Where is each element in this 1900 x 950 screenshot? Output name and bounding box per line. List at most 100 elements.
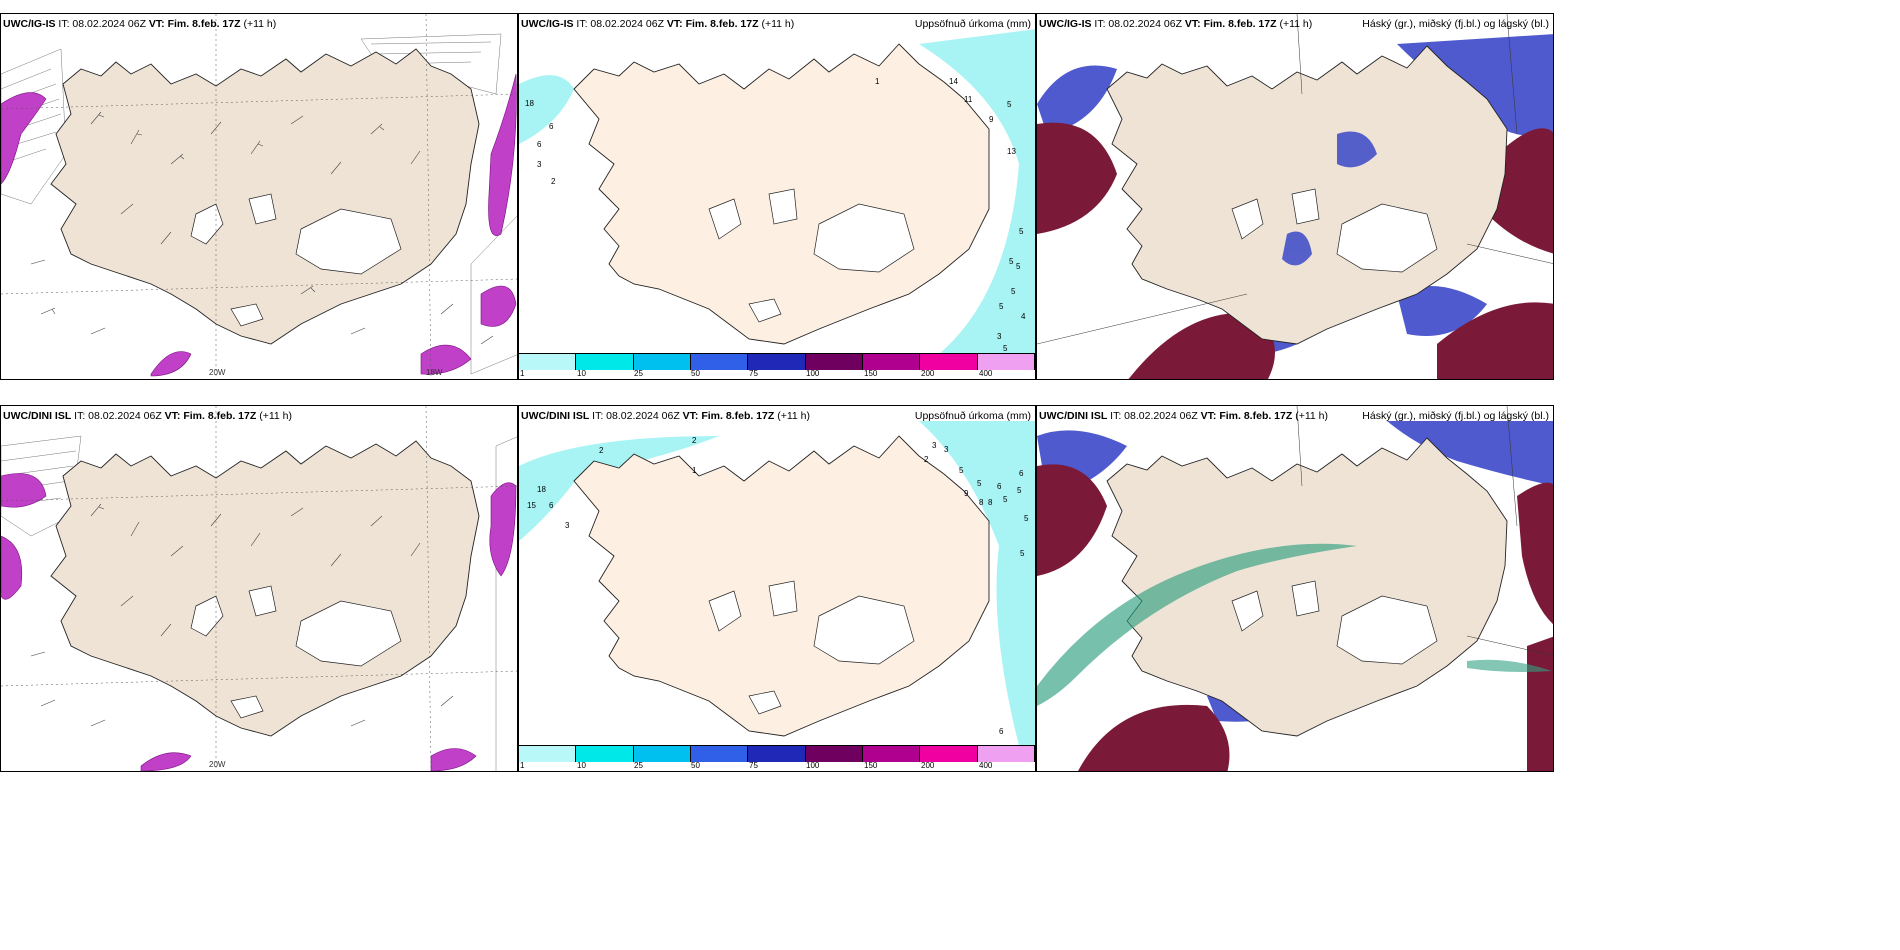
precip-value: 8	[988, 498, 993, 507]
precip-value: 5	[1020, 549, 1025, 558]
colorbar-swatch	[576, 354, 634, 370]
colorbar-tick: 10	[577, 761, 586, 770]
colorbar-tick: 75	[749, 761, 758, 770]
glaciers	[708, 580, 915, 715]
colorbar-swatch	[633, 354, 691, 370]
precip-value: 3	[997, 332, 1002, 341]
precip-value: 8	[979, 498, 984, 507]
precip-value: 11	[964, 95, 973, 104]
colorbar-swatch	[862, 746, 921, 762]
colorbar-tick: 100	[806, 761, 820, 770]
cloud-map	[1037, 14, 1553, 379]
precip-areas	[519, 29, 1035, 354]
wind-map	[1, 406, 517, 771]
panel-title: UWC/IG-IS IT: 08.02.2024 06Z VT: Fim. 8.…	[521, 18, 795, 30]
colorbar-tick: 150	[864, 369, 878, 378]
panel-dini-clouds: UWC/DINI ISL IT: 08.02.2024 06Z VT: Fim.…	[1036, 405, 1554, 772]
precip-value: 6	[1019, 469, 1024, 478]
precip-value: 5	[1003, 344, 1008, 353]
wind-barbs	[30, 503, 454, 727]
colorbar-tick: 25	[634, 369, 643, 378]
precip-colorbar: 1 10 25 50 75 100 150 200 400	[519, 745, 1035, 771]
precip-value: 2	[692, 436, 697, 445]
colorbar-tick: 10	[577, 369, 586, 378]
colorbar-swatch	[519, 746, 577, 762]
panel-ig-clouds: UWC/IG-IS IT: 08.02.2024 06Z VT: Fim. 8.…	[1036, 13, 1554, 380]
precip-map: 2 2 1 18 15 6 3 3 2 5 3 9 6 5 6 5 8 8 5 …	[519, 421, 1035, 746]
purple-blobs	[1, 73, 517, 377]
precip-value: 1	[692, 466, 697, 475]
panel-ig-wind: UWC/IG-IS IT: 08.02.2024 06Z VT: Fim. 8.…	[0, 13, 518, 380]
colorbar-swatch	[748, 354, 806, 370]
field-title: Uppsöfnuð úrkoma (mm)	[914, 18, 1031, 30]
colorbar-swatch	[519, 354, 577, 370]
precip-value: 5	[1009, 257, 1014, 266]
gridlines	[1037, 14, 1553, 345]
panel-title: UWC/IG-IS IT: 08.02.2024 06Z VT: Fim. 8.…	[1039, 18, 1313, 30]
colorbar-swatch	[805, 746, 863, 762]
hatch-area	[1, 435, 517, 771]
precip-value: 2	[924, 455, 929, 464]
precip-value: 6	[537, 140, 542, 149]
precip-value: 3	[537, 160, 542, 169]
colorbar-swatch	[748, 746, 806, 762]
colorbar-tick: 75	[749, 369, 758, 378]
precip-value: 2	[551, 177, 556, 186]
precip-value: 5	[959, 466, 964, 475]
precip-value: 5	[1007, 100, 1012, 109]
glaciers	[1231, 188, 1438, 273]
glaciers	[190, 585, 402, 719]
glaciers	[708, 188, 915, 323]
cloud-mid-small	[1282, 131, 1377, 266]
precip-value: 5	[1016, 262, 1021, 271]
precip-value: 2	[599, 446, 604, 455]
lon-label: 20W	[209, 760, 226, 769]
precip-value: 5	[1019, 227, 1024, 236]
cloud-map	[1037, 406, 1553, 771]
colorbar-tick: 1	[520, 761, 525, 770]
precip-value: 5	[1024, 514, 1029, 523]
precip-numbers: 2 2 1 18 15 6 3 3 2 5 3 9 6 5 6 5 8 8 5 …	[527, 436, 1029, 736]
precip-value: 3	[932, 441, 937, 450]
colorbar-tick: 400	[979, 369, 993, 378]
precip-value: 18	[537, 485, 546, 494]
colorbar-swatch	[920, 354, 978, 370]
precip-value: 4	[1021, 312, 1026, 321]
colorbar-tick: 200	[921, 761, 935, 770]
precip-value: 6	[999, 727, 1004, 736]
wind-barbs	[30, 111, 494, 345]
precip-value: 14	[949, 77, 958, 86]
wind-map	[1, 14, 517, 379]
precip-value: 5	[977, 479, 982, 488]
colorbar-swatch	[633, 746, 691, 762]
lon-label: 20W	[209, 368, 226, 377]
colorbar-tick: 50	[691, 761, 700, 770]
colorbar-tick: 200	[921, 369, 935, 378]
precip-value: 6	[549, 122, 554, 131]
colorbar-tick: 1	[520, 369, 525, 378]
cloud-low-streak	[1467, 659, 1552, 672]
colorbar-tick: 25	[634, 761, 643, 770]
cloud-low-band	[1037, 543, 1357, 706]
precip-value: 6	[997, 482, 1002, 491]
precip-value: 5	[1011, 287, 1016, 296]
precip-areas	[519, 421, 1035, 746]
colorbar-swatch	[690, 746, 749, 762]
panel-dini-wind: UWC/DINI ISL IT: 08.02.2024 06Z VT: Fim.…	[0, 405, 518, 772]
colorbar-swatch	[690, 354, 749, 370]
panel-title: UWC/DINI ISL IT: 08.02.2024 06Z VT: Fim.…	[521, 410, 810, 422]
precip-value: 13	[1007, 147, 1016, 156]
colorbar-swatch	[862, 354, 921, 370]
field-title: Háský (gr.), miðský (fj.bl.) og lágský (…	[1362, 18, 1549, 30]
colorbar-swatch	[977, 354, 1035, 370]
colorbar-swatch	[977, 746, 1035, 762]
panel-title: UWC/DINI ISL IT: 08.02.2024 06Z VT: Fim.…	[1039, 410, 1328, 422]
gridlines	[1296, 406, 1553, 656]
precip-colorbar: 1 10 25 50 75 100 150 200 400	[519, 353, 1035, 379]
precip-value: 9	[989, 115, 994, 124]
precip-value: 5	[1003, 495, 1008, 504]
precip-numbers: 14 11 5 9 13 1 18 6 6 3 2 5 5 5 5 5 4 3 …	[525, 77, 1026, 353]
precip-value: 6	[549, 501, 554, 510]
glaciers	[1231, 580, 1438, 665]
precip-map: 14 11 5 9 13 1 18 6 6 3 2 5 5 5 5 5 4 3 …	[519, 29, 1035, 354]
